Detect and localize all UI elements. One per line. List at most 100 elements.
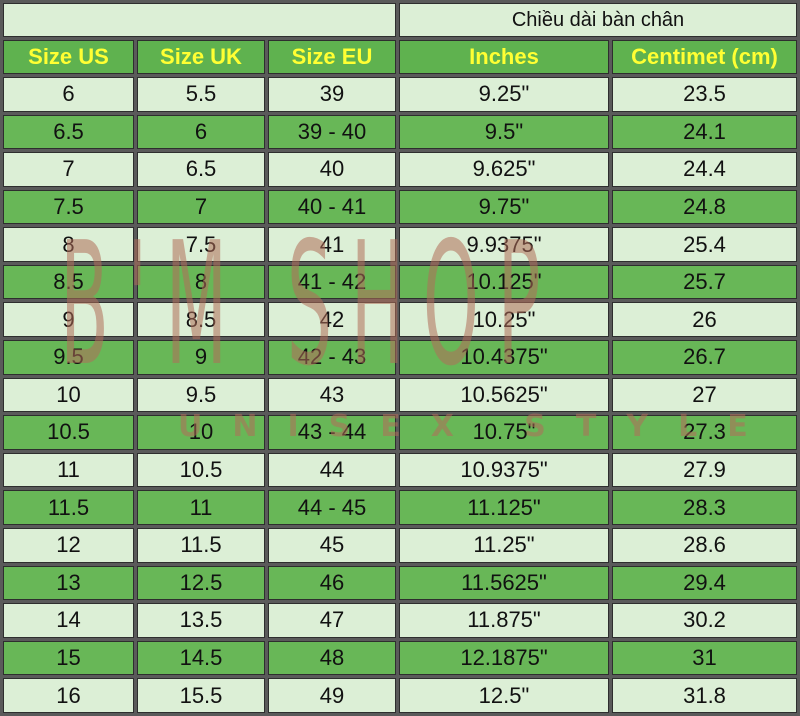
table-row: 13 12.5 46 11.5625" 29.4 [3,565,798,601]
cell-cm: 27.9 [612,452,798,488]
table-row: 7 6.5 40 9.625" 24.4 [3,152,798,187]
cell-inches: 10.125" [399,264,609,300]
cell-size-eu: 40 - 41 [268,189,396,225]
header-inches: Inches [399,40,609,74]
cell-cm: 24.8 [612,189,798,225]
cell-cm: 31.8 [612,678,798,713]
cell-size-uk: 13.5 [137,603,265,638]
table-row: 14 13.5 47 11.875" 30.2 [3,603,798,638]
cell-cm: 25.7 [612,264,798,300]
cell-size-uk: 5.5 [137,77,265,112]
cell-size-uk: 10.5 [137,452,265,488]
cell-size-us: 13 [3,565,134,601]
cell-size-us: 9.5 [3,340,134,375]
cell-size-eu: 48 [268,640,396,676]
cell-inches: 10.75" [399,415,609,450]
cell-cm: 29.4 [612,565,798,601]
cell-size-eu: 45 [268,527,396,563]
cell-size-us: 6 [3,77,134,112]
cell-size-us: 16 [3,678,134,713]
cell-inches: 10.25" [399,302,609,338]
group-header-blank [3,3,396,37]
cell-size-eu: 41 [268,227,396,262]
cell-size-eu: 42 [268,302,396,338]
cell-size-us: 11 [3,452,134,488]
cell-size-eu: 39 - 40 [268,114,396,150]
cell-cm: 31 [612,640,798,676]
cell-size-uk: 8.5 [137,302,265,338]
cell-size-eu: 39 [268,77,396,112]
cell-cm: 30.2 [612,603,798,638]
cell-size-eu: 43 [268,377,396,413]
cell-size-uk: 7 [137,189,265,225]
cell-size-uk: 10 [137,415,265,450]
cell-inches: 11.25" [399,527,609,563]
cell-cm: 28.3 [612,490,798,525]
cell-size-uk: 15.5 [137,678,265,713]
cell-size-us: 7 [3,152,134,187]
cell-size-us: 10 [3,377,134,413]
cell-size-us: 14 [3,603,134,638]
cell-size-us: 8.5 [3,264,134,300]
cell-inches: 10.5625" [399,377,609,413]
cell-size-uk: 6.5 [137,152,265,187]
table-row: 9 8.5 42 10.25" 26 [3,302,798,338]
group-header-row: Chiều dài bàn chân [3,3,798,37]
cell-size-eu: 42 - 43 [268,340,396,375]
cell-cm: 24.1 [612,114,798,150]
cell-inches: 10.9375" [399,452,609,488]
cell-inches: 11.875" [399,603,609,638]
cell-size-eu: 43 - 44 [268,415,396,450]
table-row: 11.5 11 44 - 45 11.125" 28.3 [3,490,798,525]
cell-inches: 9.5" [399,114,609,150]
cell-size-us: 11.5 [3,490,134,525]
cell-size-us: 15 [3,640,134,676]
cell-size-us: 12 [3,527,134,563]
cell-size-uk: 9.5 [137,377,265,413]
table-row: 6.5 6 39 - 40 9.5" 24.1 [3,114,798,150]
cell-size-us: 8 [3,227,134,262]
table-row: 15 14.5 48 12.1875" 31 [3,640,798,676]
cell-cm: 28.6 [612,527,798,563]
table-row: 10 9.5 43 10.5625" 27 [3,377,798,413]
cell-size-uk: 11 [137,490,265,525]
cell-cm: 27 [612,377,798,413]
cell-size-eu: 47 [268,603,396,638]
cell-inches: 12.5" [399,678,609,713]
table-row: 6 5.5 39 9.25" 23.5 [3,77,798,112]
cell-size-uk: 11.5 [137,527,265,563]
cell-cm: 25.4 [612,227,798,262]
table-row: 8 7.5 41 9.9375" 25.4 [3,227,798,262]
header-size-us: Size US [3,40,134,74]
cell-inches: 11.5625" [399,565,609,601]
cell-inches: 10.4375" [399,340,609,375]
cell-cm: 23.5 [612,77,798,112]
cell-cm: 26 [612,302,798,338]
cell-size-uk: 12.5 [137,565,265,601]
header-size-uk: Size UK [137,40,265,74]
table-row: 11 10.5 44 10.9375" 27.9 [3,452,798,488]
cell-cm: 27.3 [612,415,798,450]
cell-inches: 9.75" [399,189,609,225]
cell-size-eu: 49 [268,678,396,713]
group-header-foot-length: Chiều dài bàn chân [399,3,798,37]
cell-size-uk: 7.5 [137,227,265,262]
cell-size-eu: 46 [268,565,396,601]
table-row: 8.5 8 41 - 42 10.125" 25.7 [3,264,798,300]
table-row: 16 15.5 49 12.5" 31.8 [3,678,798,713]
cell-size-us: 9 [3,302,134,338]
header-centimet: Centimet (cm) [612,40,798,74]
cell-size-eu: 41 - 42 [268,264,396,300]
cell-size-us: 10.5 [3,415,134,450]
cell-size-eu: 40 [268,152,396,187]
column-header-row: Size US Size UK Size EU Inches Centimet … [3,40,798,74]
cell-size-eu: 44 [268,452,396,488]
cell-inches: 9.625" [399,152,609,187]
cell-size-uk: 14.5 [137,640,265,676]
cell-inches: 9.25" [399,77,609,112]
table-row: 9.5 9 42 - 43 10.4375" 26.7 [3,340,798,375]
cell-size-uk: 9 [137,340,265,375]
cell-inches: 12.1875" [399,640,609,676]
table-row: 10.5 10 43 - 44 10.75" 27.3 [3,415,798,450]
